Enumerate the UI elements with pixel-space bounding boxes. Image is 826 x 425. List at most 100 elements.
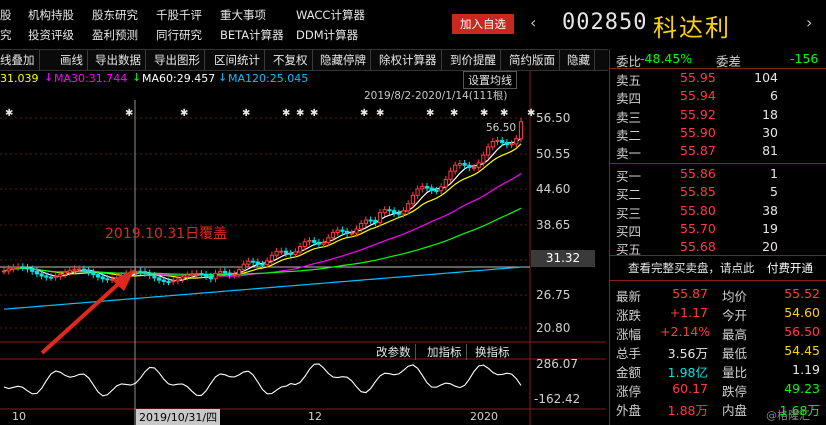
price-tick: 44.60 (536, 182, 571, 196)
tool-export-data-button[interactable]: 导出数据 (91, 50, 146, 70)
tool-range-stats-button[interactable]: 区间统计 (210, 50, 265, 70)
stat-value: 60.17 (672, 381, 708, 396)
candle-body (392, 210, 397, 214)
candle-body (518, 121, 524, 140)
candle-body (100, 276, 105, 280)
menu-item-rating[interactable]: 投资评级 (28, 28, 74, 42)
event-marker-icon[interactable]: ✱ (310, 108, 318, 119)
event-marker-icon[interactable]: ✱ (450, 108, 458, 119)
event-marker-icon[interactable]: ✱ (426, 108, 434, 119)
candle-body (161, 279, 166, 282)
candle-body (504, 142, 509, 146)
quote-panel (609, 49, 826, 425)
event-marker-icon[interactable]: ✱ (242, 108, 250, 119)
menu-item-wacc-calculator[interactable]: WACC计算器 (296, 8, 365, 22)
candle-body (401, 210, 406, 215)
candlestick-chart[interactable]: ✱ ✱ ✱ ✱ ✱ ✱ ✱ ✱ ✱ ✱ ✱ ✱ ✱ ✱ (0, 70, 606, 425)
stat-value: 54.45 (784, 343, 820, 358)
ma5-line (3, 137, 522, 282)
candle-body (288, 252, 293, 255)
ma-arrow-icon: ↓ (218, 71, 228, 84)
candle-body (490, 141, 495, 148)
candle-body (72, 268, 77, 271)
menu-item-profit-forecast[interactable]: 盈利预测 (92, 28, 138, 42)
tool-overlay-button[interactable]: 线叠加 (0, 50, 40, 70)
tool-export-image-button[interactable]: 导出图形 (150, 50, 205, 70)
candle-body (232, 273, 237, 276)
event-marker-icon[interactable]: ✱ (282, 108, 290, 119)
event-marker-icon[interactable]: ✱ (296, 108, 304, 119)
stat-value: 49.23 (784, 381, 820, 396)
ma-settings-button[interactable]: 设置均线 (463, 71, 517, 89)
candle-body (175, 278, 181, 282)
tool-ex-rights-calculator-button[interactable]: 除权计算器 (375, 50, 442, 70)
menu-item-ddm-calculator[interactable]: DDM计算器 (296, 28, 359, 42)
annotation-text: 2019.10.31日覆盖 (105, 226, 228, 242)
watermark: @格隆汇 (766, 409, 810, 422)
event-marker-icon[interactable]: ✱ (360, 108, 368, 119)
indicator-switch-tab[interactable]: 换指标 (475, 345, 510, 359)
previous-arrow-icon[interactable]: ‹ (530, 13, 537, 32)
menu-item-major-events[interactable]: 重大事项 (220, 8, 266, 22)
candle-body (298, 245, 303, 253)
event-marker-icon[interactable]: ✱ (125, 108, 133, 119)
event-marker-icon[interactable]: ✱ (376, 108, 384, 119)
next-arrow-icon[interactable]: › (806, 13, 813, 32)
bid-price: 55.70 (680, 220, 716, 236)
menu-item-beta-calculator[interactable]: BETA计算器 (220, 28, 284, 42)
candle-body (171, 280, 176, 283)
ma-arrow-icon: ↓ (44, 71, 54, 84)
candle-body (448, 170, 453, 180)
candle-body (345, 230, 350, 234)
candle-body (185, 274, 190, 278)
event-marker-icon[interactable]: ✱ (527, 108, 535, 119)
event-marker-icon[interactable]: ✱ (480, 108, 488, 119)
ma120-line (3, 266, 522, 310)
candle-body (189, 273, 195, 276)
ask-price: 55.95 (680, 70, 716, 85)
candle-body (222, 270, 228, 274)
stat-value: 1.19 (792, 362, 820, 377)
candle-body (166, 280, 171, 283)
stat-value: 55.87 (672, 286, 708, 301)
event-marker-icon[interactable]: ✱ (5, 108, 13, 119)
candle-body (514, 138, 519, 145)
ma-arrow-icon: ↓ (132, 71, 142, 84)
candle-body (476, 162, 481, 168)
candle-body (481, 154, 486, 164)
tool-draw-line-button[interactable]: 画线 (56, 50, 88, 70)
bid-label: 买五 (616, 242, 642, 258)
menu-item-stock[interactable]: 股 (0, 8, 12, 22)
candle-body (495, 139, 500, 143)
candle-body (1, 270, 7, 273)
candle-body (486, 146, 491, 156)
bid-price: 55.85 (680, 184, 716, 200)
tool-simple-layout-button[interactable]: 简约版面 (505, 50, 560, 70)
stat-value: 1.98亿 (667, 365, 708, 380)
tool-no-adjust-button[interactable]: 不复权 (269, 50, 313, 70)
event-marker-icon[interactable]: ✱ (500, 108, 508, 119)
price-tick: 26.75 (536, 288, 571, 302)
menu-item-institution-holdings[interactable]: 机构持股 (28, 8, 74, 22)
menu-item-stock-review[interactable]: 千股千评 (156, 8, 202, 22)
candle-body (142, 271, 148, 274)
candle-body (213, 272, 218, 280)
menu-item-peer-research[interactable]: 同行研究 (156, 28, 202, 42)
event-marker-icon[interactable]: ✱ (180, 108, 188, 119)
candle-body (63, 271, 68, 275)
bid-volume: 19 (762, 220, 778, 236)
indicator-add-tab[interactable]: 加指标 (427, 344, 467, 360)
ma30-label: MA30:31.744 (54, 72, 128, 85)
tool-hide-suspension-button[interactable]: 隐藏停牌 (316, 50, 371, 70)
candle-body (44, 275, 49, 278)
indicator-params-tab[interactable]: 改参数 (376, 344, 416, 360)
menu-item-shareholder-research[interactable]: 股东研究 (92, 8, 138, 22)
candle-body (241, 263, 246, 271)
stat-label: 涨幅 (616, 327, 642, 342)
add-to-watchlist-button[interactable]: 加入自选 (452, 14, 514, 34)
ask-price: 55.87 (680, 143, 716, 159)
full-book-upgrade-link[interactable]: 付费开通 (767, 261, 813, 275)
menu-item-research[interactable]: 究 (0, 28, 12, 42)
tool-hide-button[interactable]: 隐藏 (563, 50, 595, 70)
tool-price-alert-button[interactable]: 到价提醒 (446, 50, 501, 70)
